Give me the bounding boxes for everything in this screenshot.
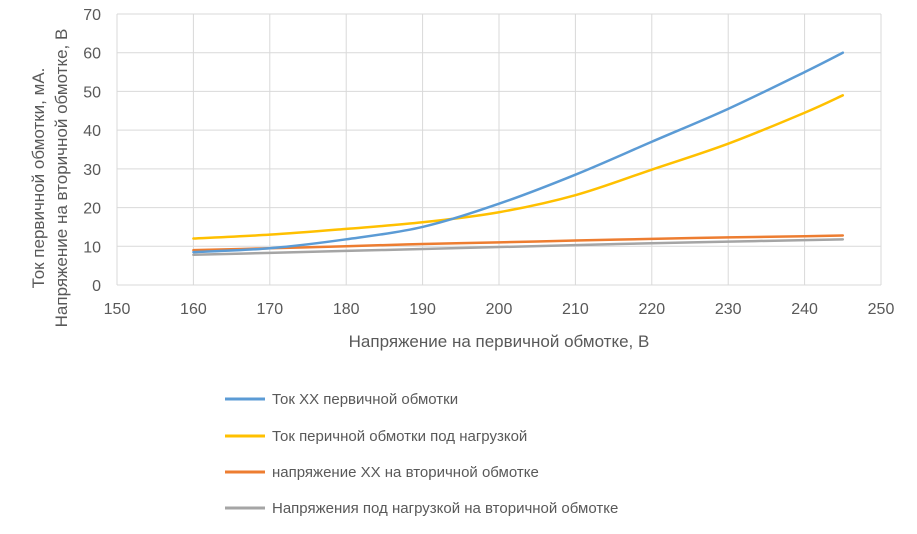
y-tick-label: 0: [92, 278, 101, 295]
x-tick-label: 160: [180, 301, 207, 318]
y-axis-title-line-2: Напряжение на вторичной обмотке, В: [52, 29, 71, 328]
legend-label: напряжение XX на вторичной обмотке: [272, 464, 539, 481]
x-tick-label: 180: [333, 301, 360, 318]
legend-label: Ток перичной обмотки под нагрузкой: [272, 428, 527, 445]
series-line: [192, 234, 845, 252]
x-tick-label: 150: [104, 301, 131, 318]
series-line: [192, 51, 845, 254]
y-tick-label: 30: [83, 162, 101, 179]
x-tick-label: 250: [868, 301, 895, 318]
x-tick-label: 200: [486, 301, 513, 318]
x-tick-label: 170: [256, 301, 283, 318]
x-tick-label: 210: [562, 301, 589, 318]
y-tick-label: 50: [83, 84, 101, 101]
legend-item: Ток XX первичной обмотки: [225, 391, 458, 408]
x-tick-label: 240: [791, 301, 818, 318]
x-tick-label: 220: [638, 301, 665, 318]
legend: Ток XX первичной обмотки Ток перичной об…: [225, 391, 618, 517]
x-axis-title: Напряжение на первичной обмотке, В: [349, 332, 650, 351]
legend-label: Ток XX первичной обмотки: [272, 391, 458, 408]
x-tick-label: 190: [409, 301, 436, 318]
tick-labels: 0 10 20 30 40 50 60 70 150 160 170 180 190 200 210 220 2…: [83, 7, 894, 318]
y-tick-label: 20: [83, 201, 101, 218]
grid: [116, 13, 882, 286]
series-line: [192, 238, 845, 257]
y-tick-label: 10: [83, 239, 101, 256]
y-tick-label: 70: [83, 7, 101, 24]
x-tick-label: 230: [715, 301, 742, 318]
series-lines: [192, 51, 845, 257]
legend-label: Напряжения под нагрузкой на вторичной об…: [272, 500, 618, 517]
y-tick-label: 60: [83, 46, 101, 63]
legend-item: напряжение XX на вторичной обмотке: [225, 464, 539, 481]
legend-item: Ток перичной обмотки под нагрузкой: [225, 428, 527, 445]
series-line: [192, 94, 845, 240]
legend-item: Напряжения под нагрузкой на вторичной об…: [225, 500, 618, 517]
y-axis-title-line-1: Ток первичной обмотки, мА.: [29, 68, 48, 289]
y-tick-label: 40: [83, 123, 101, 140]
